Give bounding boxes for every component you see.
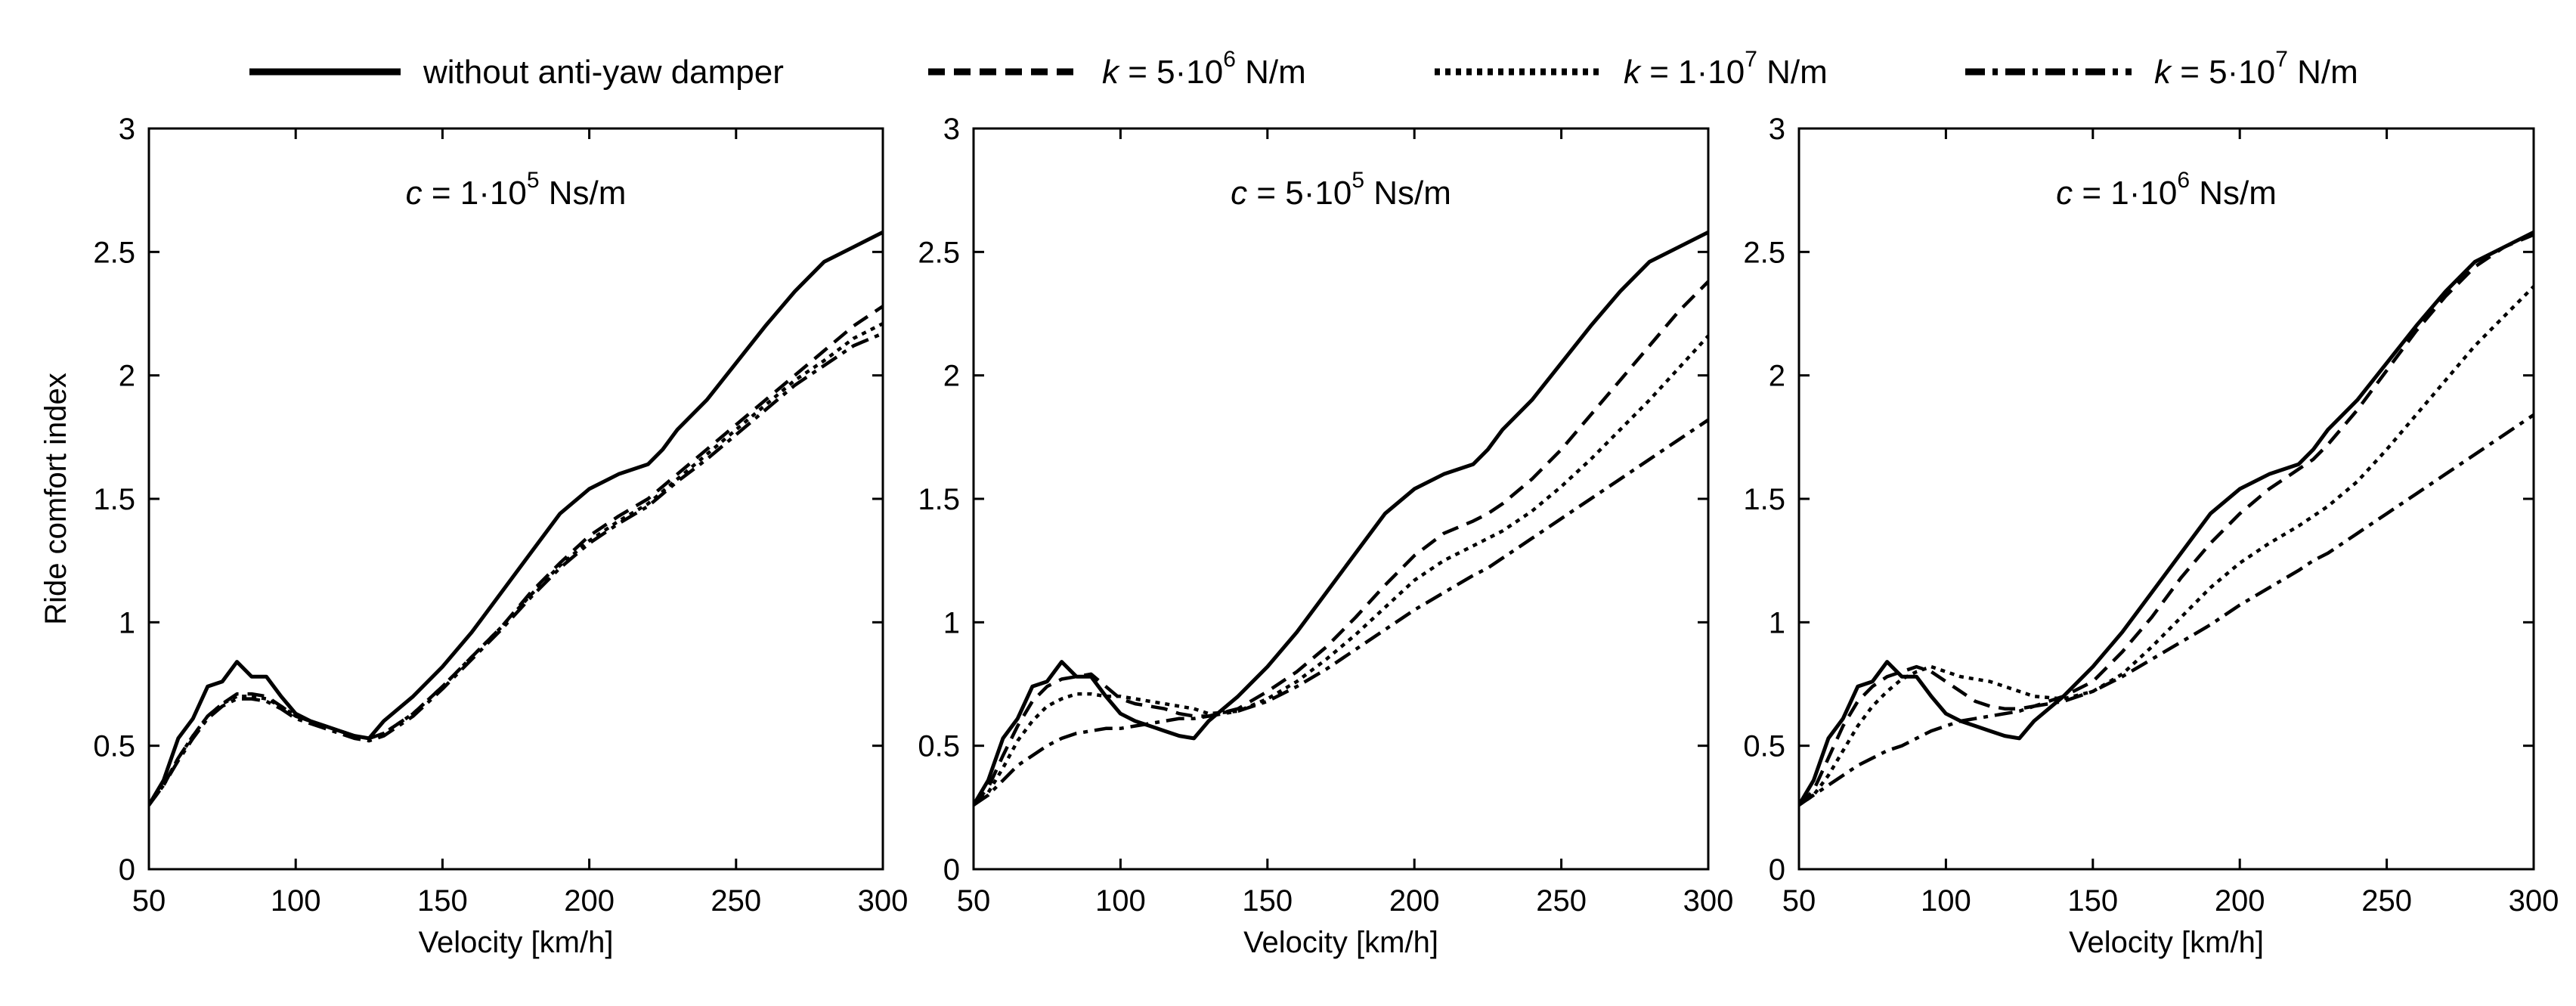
y-tick-label: 0.5 xyxy=(918,730,960,763)
series-line-solid xyxy=(974,230,1708,806)
x-axis-label: Velocity [km/h] xyxy=(419,926,614,959)
series-line-dotted xyxy=(974,334,1708,806)
y-tick-label: 1 xyxy=(119,606,135,639)
series-line-dashed xyxy=(974,280,1708,806)
annotation-var: c xyxy=(2056,175,2073,212)
legend-label-dashdot: k = 5·107 N/m xyxy=(2154,47,2358,91)
plot-frame xyxy=(1797,127,2535,871)
legend-entry-dotted: k = 1·107 N/m xyxy=(1435,47,1828,91)
legend-k-unit: N/m xyxy=(1236,54,1306,91)
x-tick-label: 150 xyxy=(1242,884,1293,918)
annotation-unit: Ns/m xyxy=(540,175,627,212)
y-tick-label: 0 xyxy=(943,853,960,887)
chart-panel-2: 50 100 150 200 250 300 0 0.5 1 1.5 2 2.5 3 Velocity [… xyxy=(918,113,1733,959)
legend-label-solid: without anti-yaw damper xyxy=(423,54,784,91)
annotation-var: c xyxy=(1231,175,1247,212)
series-line-dashed xyxy=(149,305,883,806)
series-line-dotted xyxy=(1799,285,2534,806)
x-tick-label: 150 xyxy=(2067,884,2118,918)
x-tick-label: 200 xyxy=(564,884,615,918)
legend-k-unit: N/m xyxy=(1757,54,1828,91)
x-tick-label: 250 xyxy=(711,884,761,918)
legend: without anti-yaw damper k = 5·106 N/m k … xyxy=(249,47,2358,91)
damping-annotation: c = 5·105 Ns/m xyxy=(1231,168,1451,212)
legend-k-eq: = 1·10 xyxy=(1640,54,1745,91)
annotation-eq: = 1·10 xyxy=(423,175,527,212)
y-tick-label: 2.5 xyxy=(1743,236,1785,269)
legend-entry-dashed: k = 5·106 N/m xyxy=(928,47,1306,91)
annotation-eq: = 5·10 xyxy=(1247,175,1351,212)
x-tick-label: 250 xyxy=(1536,884,1587,918)
series-line-dashdot xyxy=(149,332,883,806)
legend-k-var: k xyxy=(1624,54,1642,91)
x-tick-label: 250 xyxy=(2361,884,2412,918)
y-tick-label: 0.5 xyxy=(1743,730,1785,763)
plot-frame xyxy=(972,127,1710,871)
y-tick-label: 3 xyxy=(943,113,960,146)
series-line-dashed xyxy=(1799,233,2534,806)
y-tick-label: 2.5 xyxy=(918,236,960,269)
legend-k-unit: N/m xyxy=(2288,54,2358,91)
x-tick-label: 50 xyxy=(957,884,991,918)
x-tick-label: 200 xyxy=(1389,884,1440,918)
series-line-dashdot xyxy=(974,418,1708,806)
y-tick-label: 0 xyxy=(119,853,135,887)
series-line-solid xyxy=(149,230,883,806)
legend-k-var: k xyxy=(2154,54,2172,91)
annotation-exp: 5 xyxy=(527,168,540,193)
x-tick-label: 150 xyxy=(417,884,468,918)
y-tick-label: 0 xyxy=(1769,853,1785,887)
x-axis-label: Velocity [km/h] xyxy=(2069,926,2264,959)
legend-k-eq: = 5·10 xyxy=(1119,54,1223,91)
annotation-unit: Ns/m xyxy=(2190,175,2277,212)
x-tick-label: 300 xyxy=(1683,884,1734,918)
damping-annotation: c = 1·106 Ns/m xyxy=(2056,168,2277,212)
damping-annotation: c = 1·105 Ns/m xyxy=(406,168,627,212)
chart-panel-3: 50 100 150 200 250 300 0 0.5 1 1.5 2 2.5 3 Velocity [… xyxy=(1743,113,2559,959)
chart-panel-1: 50 100 150 200 250 300 0 0.5 1 1.5 2 2.5 3 Velocity [… xyxy=(39,113,908,959)
y-tick-label: 1 xyxy=(943,606,960,639)
y-tick-label: 3 xyxy=(1769,113,1785,146)
x-tick-label: 200 xyxy=(2215,884,2265,918)
legend-label-dashed: k = 5·106 N/m xyxy=(1102,47,1306,91)
legend-entry-solid: without anti-yaw damper xyxy=(249,54,784,91)
legend-label-dotted: k = 1·107 N/m xyxy=(1624,47,1828,91)
y-tick-label: 2 xyxy=(1769,360,1785,393)
series-line-solid xyxy=(1799,230,2534,806)
annotation-eq: = 1·10 xyxy=(2073,175,2177,212)
legend-k-exp: 6 xyxy=(1223,47,1236,72)
x-tick-label: 300 xyxy=(2509,884,2559,918)
y-tick-label: 3 xyxy=(119,113,135,146)
x-tick-label: 100 xyxy=(1095,884,1146,918)
y-tick-label: 0.5 xyxy=(93,730,135,763)
y-tick-label: 2 xyxy=(943,360,960,393)
x-tick-label: 50 xyxy=(1782,884,1816,918)
y-tick-label: 1.5 xyxy=(918,483,960,516)
y-tick-label: 2.5 xyxy=(93,236,135,269)
x-tick-label: 100 xyxy=(1921,884,1971,918)
annotation-exp: 6 xyxy=(2177,168,2190,193)
legend-k-eq: = 5·10 xyxy=(2171,54,2275,91)
x-tick-label: 100 xyxy=(271,884,321,918)
annotation-unit: Ns/m xyxy=(1364,175,1451,212)
legend-k-var: k xyxy=(1102,54,1120,91)
annotation-exp: 5 xyxy=(1351,168,1364,193)
series-line-dotted xyxy=(149,322,883,806)
x-tick-label: 50 xyxy=(132,884,166,918)
legend-entry-dashdot: k = 5·107 N/m xyxy=(1965,47,2358,91)
series-line-dashdot xyxy=(1799,413,2534,806)
y-tick-label: 1.5 xyxy=(93,483,135,516)
x-tick-label: 300 xyxy=(858,884,909,918)
legend-k-exp: 7 xyxy=(2275,47,2288,72)
annotation-var: c xyxy=(406,175,423,212)
x-axis-label: Velocity [km/h] xyxy=(1243,926,1438,959)
plot-frame xyxy=(147,127,884,871)
y-axis-label: Ride comfort index xyxy=(39,373,73,624)
y-tick-label: 2 xyxy=(119,360,135,393)
y-tick-label: 1 xyxy=(1769,606,1785,639)
legend-k-exp: 7 xyxy=(1745,47,1757,72)
y-tick-label: 1.5 xyxy=(1743,483,1785,516)
